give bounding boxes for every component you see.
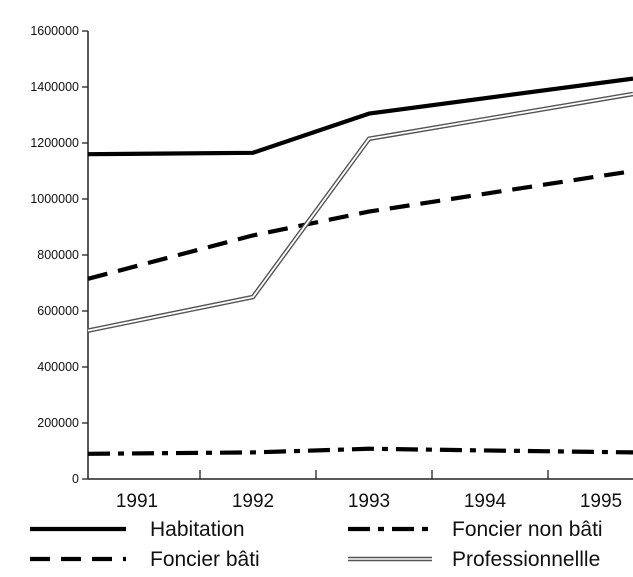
x-tick-label: 1993	[348, 491, 390, 512]
legend-label-foncier-b-ti: Foncier bâti	[150, 548, 260, 571]
y-tick-label: 200000	[37, 416, 79, 430]
legend-label-habitation: Habitation	[150, 518, 245, 541]
series-line-foncier-non-b-ti	[87, 446, 633, 456]
y-tick-label: 0	[72, 472, 79, 486]
y-tick-label: 600000	[37, 304, 79, 318]
y-tick-label: 1400000	[30, 80, 79, 94]
series-line-professionnellle-inner	[87, 93, 633, 332]
legend-label-professionnellle: Professionnellle	[452, 548, 600, 571]
x-tick-label: 1995	[580, 491, 622, 512]
y-tick-label: 400000	[37, 360, 79, 374]
legend-label-foncier-non-b-ti: Foncier non bâti	[452, 518, 603, 541]
y-tick-label: 1200000	[30, 136, 79, 150]
legend: Habitation Foncier bâti Foncier non bâti Pr…	[30, 518, 603, 571]
y-tick-label: 1600000	[30, 24, 79, 38]
x-tick-label: 1992	[232, 491, 274, 512]
series-layer	[87, 76, 633, 456]
x-tick-label: 1994	[464, 491, 507, 512]
y-tick-label: 800000	[37, 248, 79, 262]
series-line-habitation	[87, 76, 633, 157]
x-tick-label: 1991	[116, 491, 158, 512]
y-tick-label: 1000000	[30, 192, 79, 206]
axes: 0 200000 400000 600000 800000 1000000 1200000 1…	[30, 24, 633, 512]
series-line-foncier-b-ti	[87, 168, 633, 281]
